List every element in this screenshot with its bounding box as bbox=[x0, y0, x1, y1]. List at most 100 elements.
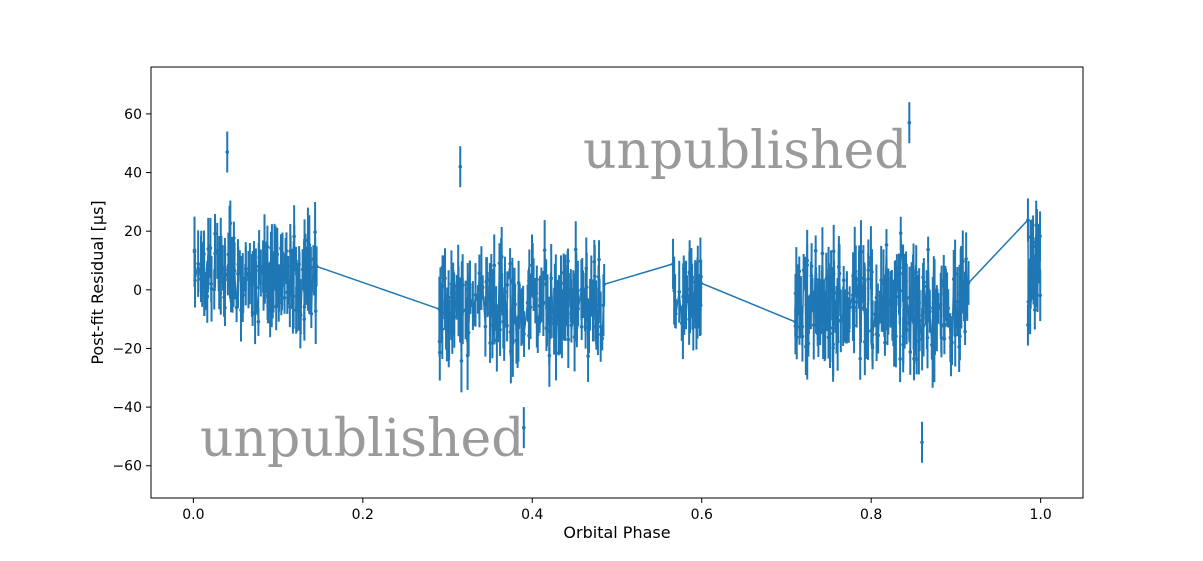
point-marker bbox=[960, 259, 965, 264]
point-marker bbox=[196, 261, 200, 266]
point-marker bbox=[218, 280, 223, 284]
point-marker bbox=[480, 285, 485, 290]
data-point bbox=[509, 319, 513, 384]
point-marker bbox=[576, 306, 580, 311]
point-marker bbox=[902, 317, 907, 322]
point-marker bbox=[586, 354, 590, 358]
point-marker bbox=[232, 268, 237, 273]
point-marker bbox=[228, 221, 233, 226]
point-marker bbox=[566, 259, 570, 263]
point-marker bbox=[208, 246, 213, 250]
point-marker bbox=[280, 283, 284, 287]
point-marker bbox=[926, 247, 930, 252]
point-marker bbox=[313, 309, 318, 313]
data-point bbox=[535, 315, 540, 353]
point-marker bbox=[505, 282, 510, 287]
data-point bbox=[215, 222, 220, 279]
point-marker bbox=[898, 288, 903, 293]
data-point bbox=[549, 243, 554, 313]
point-marker bbox=[535, 277, 539, 282]
data-point bbox=[859, 273, 863, 343]
point-marker bbox=[542, 248, 547, 252]
data-point bbox=[535, 265, 539, 293]
data-point bbox=[307, 215, 312, 276]
point-marker bbox=[483, 324, 488, 329]
point-marker bbox=[288, 305, 292, 309]
data-point bbox=[908, 329, 913, 375]
data-point bbox=[513, 284, 517, 325]
point-marker bbox=[907, 295, 912, 300]
point-marker bbox=[852, 305, 857, 310]
data-point bbox=[876, 317, 880, 354]
point-marker bbox=[259, 271, 263, 275]
data-point bbox=[907, 102, 912, 144]
point-marker bbox=[921, 323, 926, 328]
data-point bbox=[223, 245, 227, 295]
point-marker bbox=[437, 350, 442, 355]
point-marker bbox=[674, 311, 678, 316]
point-marker bbox=[828, 331, 832, 336]
point-marker bbox=[302, 305, 307, 309]
point-marker bbox=[567, 288, 571, 292]
point-marker bbox=[298, 313, 303, 318]
point-marker bbox=[579, 287, 584, 292]
data-point bbox=[541, 270, 546, 336]
data-point bbox=[1038, 269, 1043, 322]
data-point bbox=[576, 291, 580, 327]
data-point bbox=[898, 216, 903, 250]
point-marker bbox=[831, 342, 836, 347]
point-marker bbox=[953, 333, 958, 337]
point-marker bbox=[294, 259, 298, 263]
data-point bbox=[939, 265, 944, 296]
data-point bbox=[913, 315, 918, 355]
y-tick-label: 20 bbox=[124, 224, 142, 240]
point-marker bbox=[811, 323, 816, 327]
data-point bbox=[503, 256, 507, 327]
point-marker bbox=[488, 341, 492, 345]
data-point bbox=[488, 323, 492, 363]
point-marker bbox=[579, 325, 584, 329]
point-marker bbox=[477, 302, 482, 307]
data-point bbox=[298, 296, 303, 335]
data-point bbox=[953, 239, 957, 308]
point-marker bbox=[1026, 323, 1030, 327]
point-marker bbox=[254, 285, 258, 290]
point-marker bbox=[509, 349, 513, 354]
point-marker bbox=[866, 268, 871, 273]
point-marker bbox=[805, 263, 809, 267]
data-point bbox=[471, 302, 476, 326]
point-marker bbox=[282, 296, 287, 300]
data-point bbox=[437, 324, 442, 381]
data-point bbox=[942, 308, 947, 341]
data-point bbox=[196, 230, 200, 297]
data-point bbox=[907, 266, 912, 329]
point-marker bbox=[473, 293, 478, 297]
data-point bbox=[813, 235, 818, 267]
point-marker bbox=[505, 323, 509, 328]
data-point bbox=[852, 290, 857, 326]
point-marker bbox=[1026, 218, 1030, 222]
point-marker bbox=[516, 280, 521, 285]
x-axis: 0.0 0.2 0.4 0.6 0.8 1.0 bbox=[182, 498, 1052, 523]
x-tick-label: 1.0 bbox=[1030, 507, 1052, 523]
data-point bbox=[232, 242, 237, 300]
point-marker bbox=[477, 271, 482, 275]
data-point bbox=[946, 289, 951, 328]
point-marker bbox=[837, 271, 842, 276]
point-marker bbox=[831, 249, 836, 254]
point-marker bbox=[845, 291, 849, 295]
point-marker bbox=[911, 303, 916, 308]
point-marker bbox=[685, 287, 689, 291]
point-marker bbox=[800, 334, 805, 339]
data-point bbox=[837, 244, 842, 303]
point-marker bbox=[460, 309, 465, 313]
data-point bbox=[213, 219, 217, 288]
point-marker bbox=[499, 254, 504, 259]
data-point bbox=[917, 290, 922, 352]
point-marker bbox=[573, 247, 578, 252]
data-point bbox=[955, 267, 960, 337]
point-marker bbox=[547, 353, 552, 358]
point-marker bbox=[244, 267, 248, 271]
data-point bbox=[447, 300, 451, 361]
